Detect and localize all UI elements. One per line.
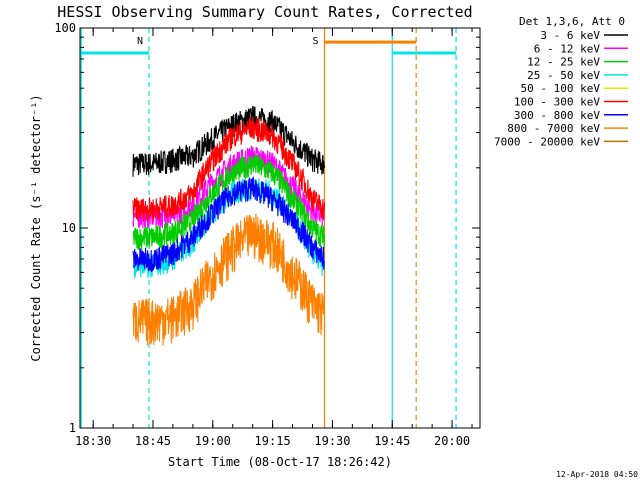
legend-entry: 7000 - 20000 keV [494,135,600,148]
marker-label: N [137,36,143,47]
chart-title: HESSI Observing Summary Count Rates, Cor… [57,3,472,21]
series-line [132,213,326,346]
legend-entry: 25 - 50 keV [527,69,600,82]
y-tick-label: 10 [62,221,76,235]
legend-entry: 800 - 7000 keV [507,122,600,135]
legend-entry: 6 - 12 keV [534,42,601,55]
series-line [132,116,326,222]
series-line [132,176,326,273]
x-tick-label: 18:45 [135,434,171,448]
x-tick-label: 19:30 [314,434,350,448]
legend-entry: 12 - 25 keV [527,56,600,69]
x-tick-label: 19:45 [374,434,410,448]
x-tick-label: 19:00 [195,434,231,448]
y-axis-label: Corrected Count Rate (s⁻¹ detector⁻¹) [29,94,43,361]
x-tick-label: 20:00 [434,434,470,448]
footer-timestamp: 12-Apr-2018 04:50 [556,470,638,479]
axes: 18:30 18:45 19:00 19:15 19:30 19:45 20:00 1 10 10… [54,21,480,448]
series-line [132,154,326,250]
y-tick-label: 100 [54,21,76,35]
x-tick-label: 19:15 [255,434,291,448]
y-tick-label: 1 [69,421,76,435]
legend-title: Det 1,3,6, Att 0 [519,15,625,28]
legend-entry: 100 - 300 keV [514,96,600,109]
plot-frame [79,27,481,429]
x-tick-label: 18:30 [75,434,111,448]
series-line [132,105,326,177]
legend-entry: 300 - 800 keV [514,109,600,122]
legend-entry: 50 - 100 keV [521,82,601,95]
x-axis-label: Start Time (08-Oct-17 18:26:42) [168,455,392,469]
marker-label: S [312,36,318,47]
legend-entry: 3 - 6 keV [540,29,600,42]
